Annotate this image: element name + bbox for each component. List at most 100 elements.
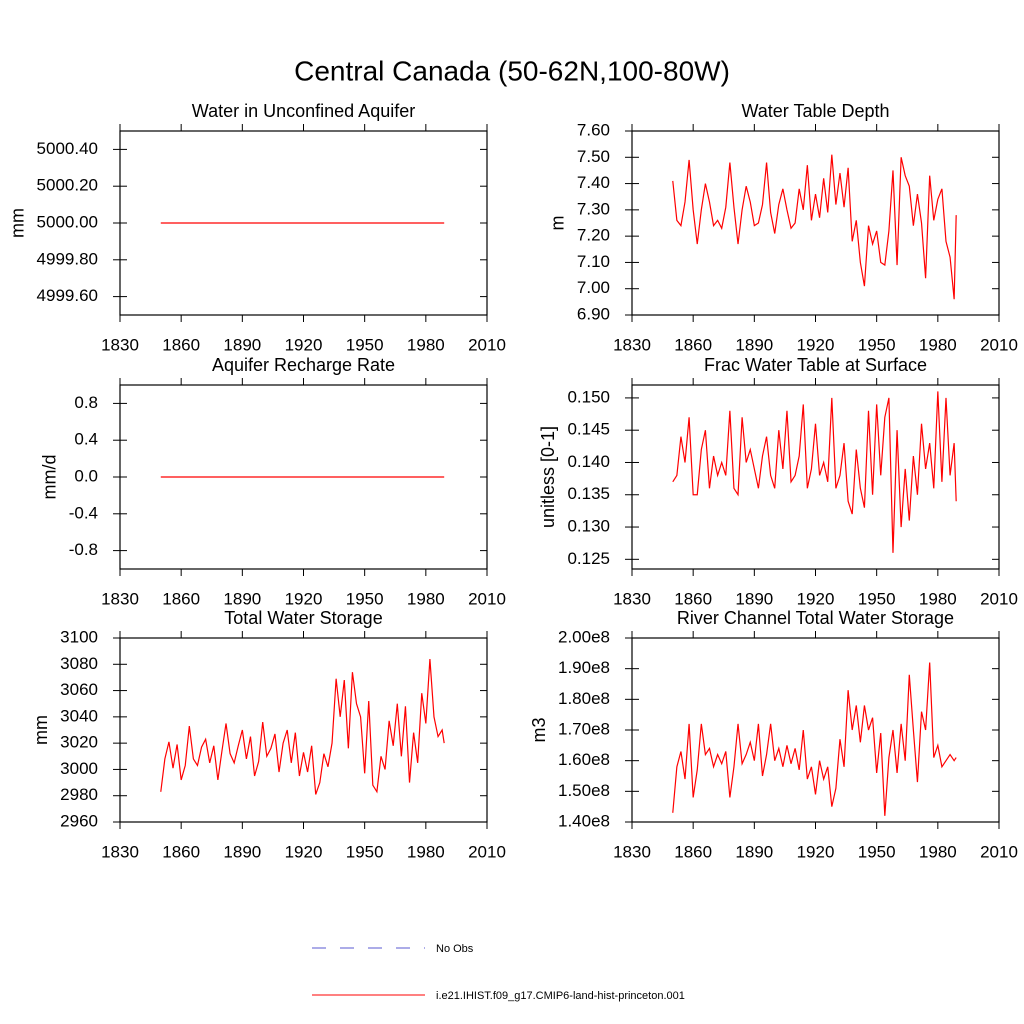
y-tick-label: 5000.00: [37, 212, 98, 231]
plot-frame: [119, 130, 488, 316]
x-tick-label: 1950: [858, 589, 896, 608]
x-tick-label: 1890: [223, 589, 261, 608]
x-tick-label: 1920: [285, 589, 323, 608]
x-tick-label: 1890: [735, 335, 773, 354]
x-tick-label: 1980: [919, 842, 957, 861]
plot-frame: [119, 384, 488, 570]
x-tick-label: 1830: [613, 335, 651, 354]
data-line: [672, 154, 957, 300]
panel-title: Frac Water Table at Surface: [704, 355, 927, 375]
y-tick-label: 0.135: [567, 484, 610, 503]
y-tick-label: 6.90: [577, 304, 610, 323]
y-tick-label: 0.125: [567, 549, 610, 568]
legend-label: i.e21.IHIST.f09_g17.CMIP6-land-hist-prin…: [436, 990, 685, 1002]
x-tick-label: 1950: [346, 335, 384, 354]
plot-frame: [631, 637, 1000, 823]
y-tick-label: 0.150: [567, 387, 610, 406]
plot-frame: [119, 637, 488, 823]
y-axis-label: m3: [529, 717, 549, 742]
x-tick-label: 2010: [980, 842, 1018, 861]
y-tick-label: 1.60e8: [558, 750, 610, 769]
x-tick-label: 1950: [858, 842, 896, 861]
x-tick-label: 1890: [735, 589, 773, 608]
data-line: [160, 658, 445, 795]
y-tick-label: 7.20: [577, 226, 610, 245]
y-axis-label: mm: [31, 715, 51, 745]
y-tick-label: 1.70e8: [558, 719, 610, 738]
x-tick-label: 1830: [101, 335, 139, 354]
y-tick-label: 1.80e8: [558, 689, 610, 708]
x-tick-label: 1980: [407, 589, 445, 608]
x-tick-label: 1890: [223, 842, 261, 861]
x-tick-label: 1980: [919, 589, 957, 608]
x-tick-label: 2010: [980, 335, 1018, 354]
x-tick-label: 1920: [797, 842, 835, 861]
y-tick-label: 1.90e8: [558, 658, 610, 677]
y-tick-label: 3080: [60, 654, 98, 673]
panel-title: Aquifer Recharge Rate: [212, 355, 395, 375]
y-tick-label: 0.0: [74, 466, 98, 485]
y-tick-label: 3020: [60, 733, 98, 752]
y-tick-label: 5000.20: [37, 176, 98, 195]
x-tick-label: 1830: [613, 842, 651, 861]
y-tick-label: 3000: [60, 759, 98, 778]
x-tick-label: 1950: [346, 842, 384, 861]
x-tick-label: 1920: [285, 842, 323, 861]
y-tick-label: 7.10: [577, 252, 610, 271]
y-tick-label: -0.4: [69, 503, 98, 522]
legend-label: No Obs: [436, 943, 474, 955]
panel-title: River Channel Total Water Storage: [677, 608, 954, 628]
x-tick-label: 1830: [101, 842, 139, 861]
y-tick-label: 7.50: [577, 147, 610, 166]
x-tick-label: 1890: [223, 335, 261, 354]
x-tick-label: 1860: [162, 589, 200, 608]
y-tick-label: 2960: [60, 811, 98, 830]
y-tick-label: 0.8: [74, 393, 98, 412]
y-tick-label: 1.50e8: [558, 781, 610, 800]
x-tick-label: 1980: [919, 335, 957, 354]
y-tick-label: 5000.40: [37, 139, 98, 158]
x-tick-label: 2010: [468, 842, 506, 861]
y-tick-label: 2.00e8: [558, 627, 610, 646]
x-tick-label: 2010: [980, 589, 1018, 608]
x-tick-label: 1920: [797, 335, 835, 354]
x-tick-label: 1980: [407, 842, 445, 861]
data-line: [672, 662, 957, 816]
y-tick-label: 7.60: [577, 120, 610, 139]
x-tick-label: 1950: [346, 589, 384, 608]
x-tick-label: 1890: [735, 842, 773, 861]
y-tick-label: 0.130: [567, 517, 610, 536]
x-tick-label: 1950: [858, 335, 896, 354]
x-tick-label: 1860: [674, 589, 712, 608]
y-tick-label: 1.40e8: [558, 811, 610, 830]
x-tick-label: 1860: [674, 842, 712, 861]
x-tick-label: 1920: [797, 589, 835, 608]
y-axis-label: mm/d: [39, 455, 59, 500]
x-tick-label: 1860: [162, 335, 200, 354]
y-axis-label: unitless [0-1]: [538, 426, 558, 528]
plot-frame: [631, 130, 1000, 316]
y-tick-label: 7.30: [577, 199, 610, 218]
y-axis-label: mm: [7, 208, 27, 238]
figure-title: Central Canada (50-62N,100-80W): [294, 55, 730, 86]
plot-frame: [631, 384, 1000, 570]
x-tick-label: 1860: [674, 335, 712, 354]
y-tick-label: 0.4: [74, 430, 98, 449]
x-tick-label: 2010: [468, 589, 506, 608]
y-axis-label: m: [548, 216, 568, 231]
y-tick-label: 4999.80: [37, 249, 98, 268]
x-tick-label: 1980: [407, 335, 445, 354]
x-tick-label: 2010: [468, 335, 506, 354]
panel-title: Water Table Depth: [741, 101, 889, 121]
y-tick-label: 0.140: [567, 452, 610, 471]
y-tick-label: 3100: [60, 627, 98, 646]
panel-title: Total Water Storage: [224, 608, 382, 628]
y-tick-label: 0.145: [567, 420, 610, 439]
y-tick-label: 7.00: [577, 278, 610, 297]
x-tick-label: 1860: [162, 842, 200, 861]
x-tick-label: 1830: [613, 589, 651, 608]
panel-title: Water in Unconfined Aquifer: [192, 101, 415, 121]
y-tick-label: 3040: [60, 706, 98, 725]
